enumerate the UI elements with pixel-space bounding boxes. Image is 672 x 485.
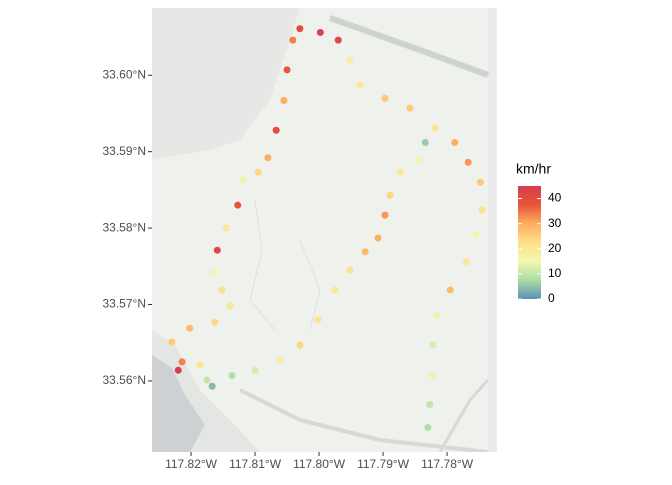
track-point (226, 302, 234, 310)
trail (249, 199, 321, 331)
track-point (381, 211, 389, 219)
track-point (218, 286, 226, 294)
x-tick-label: 117.81°W (229, 457, 282, 471)
track-point (428, 371, 436, 379)
legend-tick-label: 10 (548, 266, 562, 280)
track-point (283, 66, 291, 74)
road (438, 378, 490, 452)
track-point (386, 191, 394, 199)
y-tick-label: 33.56°N (103, 373, 147, 387)
track-point (361, 248, 369, 256)
track-point (186, 324, 194, 332)
axes: 117.82°W 117.81°W 117.80°W 117.79°W 117.78°W… (103, 67, 474, 471)
legend: km/hr 0 10 20 30 40 (516, 161, 562, 305)
track-point (178, 358, 186, 366)
track-point (316, 28, 324, 36)
track-point (476, 178, 484, 186)
y-tick-label: 33.57°N (103, 297, 147, 311)
track-point (424, 424, 432, 432)
track-point (406, 104, 414, 112)
track-point (296, 25, 304, 33)
track-point (210, 268, 218, 276)
track-point (228, 372, 236, 380)
track-point (356, 81, 364, 89)
track-point (396, 168, 404, 176)
x-tick-label: 117.79°W (357, 457, 410, 471)
track-point (478, 206, 486, 214)
y-tick-label: 33.60°N (103, 67, 147, 81)
track-point (254, 168, 262, 176)
track-point (222, 224, 230, 232)
track-point (433, 311, 441, 319)
track-point (446, 286, 454, 294)
legend-tick-label: 0 (548, 291, 555, 305)
x-tick-label: 117.78°W (421, 457, 474, 471)
track-point (421, 138, 429, 146)
x-tick-label: 117.80°W (293, 457, 346, 471)
color-bar (518, 186, 541, 299)
track-point (289, 36, 297, 44)
map-background (152, 8, 497, 452)
legend-title: km/hr (516, 161, 551, 177)
track-point (414, 156, 422, 164)
legend-tick-label: 30 (548, 216, 562, 230)
track-point (374, 234, 382, 242)
track-point (451, 138, 459, 146)
y-tick-label: 33.59°N (103, 144, 147, 158)
track-point (431, 124, 439, 132)
track-point (264, 154, 272, 162)
legend-tick-label: 40 (548, 191, 562, 205)
track-point (429, 341, 437, 349)
road (239, 388, 489, 452)
highway (328, 15, 490, 78)
track-point (272, 126, 280, 134)
track-point (168, 338, 176, 346)
track-point (464, 158, 472, 166)
track-point (203, 376, 211, 384)
track-point (296, 341, 304, 349)
track-point (239, 176, 247, 184)
urban-area (152, 8, 300, 160)
track-point (211, 318, 219, 326)
track-point (426, 401, 434, 409)
water (152, 355, 205, 452)
track-point (174, 366, 182, 374)
track-point (472, 231, 480, 239)
track-point (196, 361, 204, 369)
track-point (234, 201, 242, 209)
track-point (251, 366, 259, 374)
track-point (331, 286, 339, 294)
track-point (334, 36, 342, 44)
track-point (208, 382, 216, 390)
y-tick-label: 33.58°N (103, 220, 147, 234)
track-point (276, 356, 284, 364)
track-point (213, 246, 221, 254)
track-point (346, 56, 354, 64)
track-point (462, 258, 470, 266)
track (168, 25, 486, 432)
track-point (346, 266, 354, 274)
track-point (280, 96, 288, 104)
track-point (314, 316, 322, 324)
legend-tick-label: 20 (548, 241, 562, 255)
x-tick-label: 117.82°W (165, 457, 218, 471)
track-point (381, 94, 389, 102)
